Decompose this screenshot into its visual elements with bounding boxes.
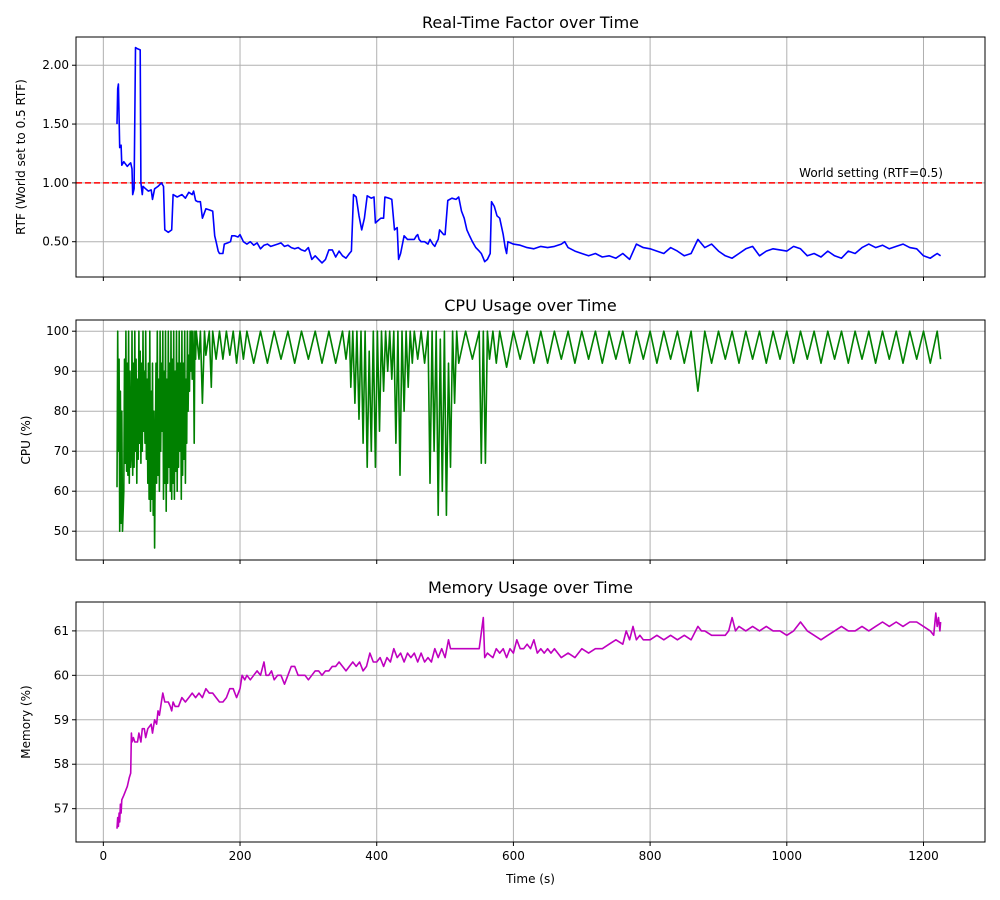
- cpu-plot-frame: [75, 319, 986, 561]
- cpu-y-tick-label: 80: [54, 404, 69, 418]
- memory-x-tick-label: 0: [100, 849, 108, 863]
- rtf-chart-title: Real-Time Factor over Time: [422, 13, 639, 32]
- memory-x-tick-label: 1000: [772, 849, 803, 863]
- rtf-chart: World setting (RTF=0.5) 0.50 1.00 1.50 2.00 R…: [14, 13, 986, 281]
- rtf-y-tick-label: 2.00: [42, 58, 69, 72]
- rtf-reference-label: World setting (RTF=0.5): [799, 166, 943, 180]
- cpu-chart-title: CPU Usage over Time: [444, 296, 616, 315]
- cpu-series-line: [116, 330, 942, 549]
- memory-y-tick-label: 60: [54, 668, 69, 682]
- memory-x-tick-label: 800: [639, 849, 662, 863]
- memory-x-axis-label: Time (s): [505, 872, 555, 886]
- cpu-y-tick-label: 50: [54, 524, 69, 538]
- cpu-y-tick-label: 60: [54, 484, 69, 498]
- memory-x-tick-label: 600: [502, 849, 525, 863]
- memory-x-tick-label: 400: [365, 849, 388, 863]
- cpu-y-tick-label: 70: [54, 444, 69, 458]
- rtf-y-tick-label: 1.50: [42, 117, 69, 131]
- memory-series-line: [116, 612, 942, 829]
- cpu-y-tick-label: 100: [46, 324, 69, 338]
- cpu-y-axis-label: CPU (%): [19, 416, 33, 465]
- memory-y-axis-label: Memory (%): [19, 685, 33, 758]
- rtf-y-tick-label: 1.00: [42, 176, 69, 190]
- memory-y-tick-label: 59: [54, 713, 69, 727]
- rtf-y-tick-label: 0.50: [42, 235, 69, 249]
- memory-x-tick-label: 200: [229, 849, 252, 863]
- rtf-plot-frame: [75, 36, 986, 278]
- rtf-series-line: [116, 46, 942, 264]
- memory-chart: 0 200 400 600 800 1000 1200 57 58 59 60 61 Memory Us…: [19, 578, 986, 886]
- rtf-y-axis-label: RTF (World set to 0.5 RTF): [14, 79, 28, 235]
- memory-y-tick-label: 61: [54, 624, 69, 638]
- cpu-chart: 50 60 70 80 90 100 CPU Usage over Time CPU (%): [19, 296, 986, 564]
- memory-y-tick-label: 58: [54, 757, 69, 771]
- memory-y-tick-label: 57: [54, 802, 69, 816]
- cpu-y-tick-label: 90: [54, 364, 69, 378]
- memory-chart-title: Memory Usage over Time: [428, 578, 633, 597]
- memory-plot-frame: [75, 601, 986, 843]
- memory-x-tick-label: 1200: [908, 849, 939, 863]
